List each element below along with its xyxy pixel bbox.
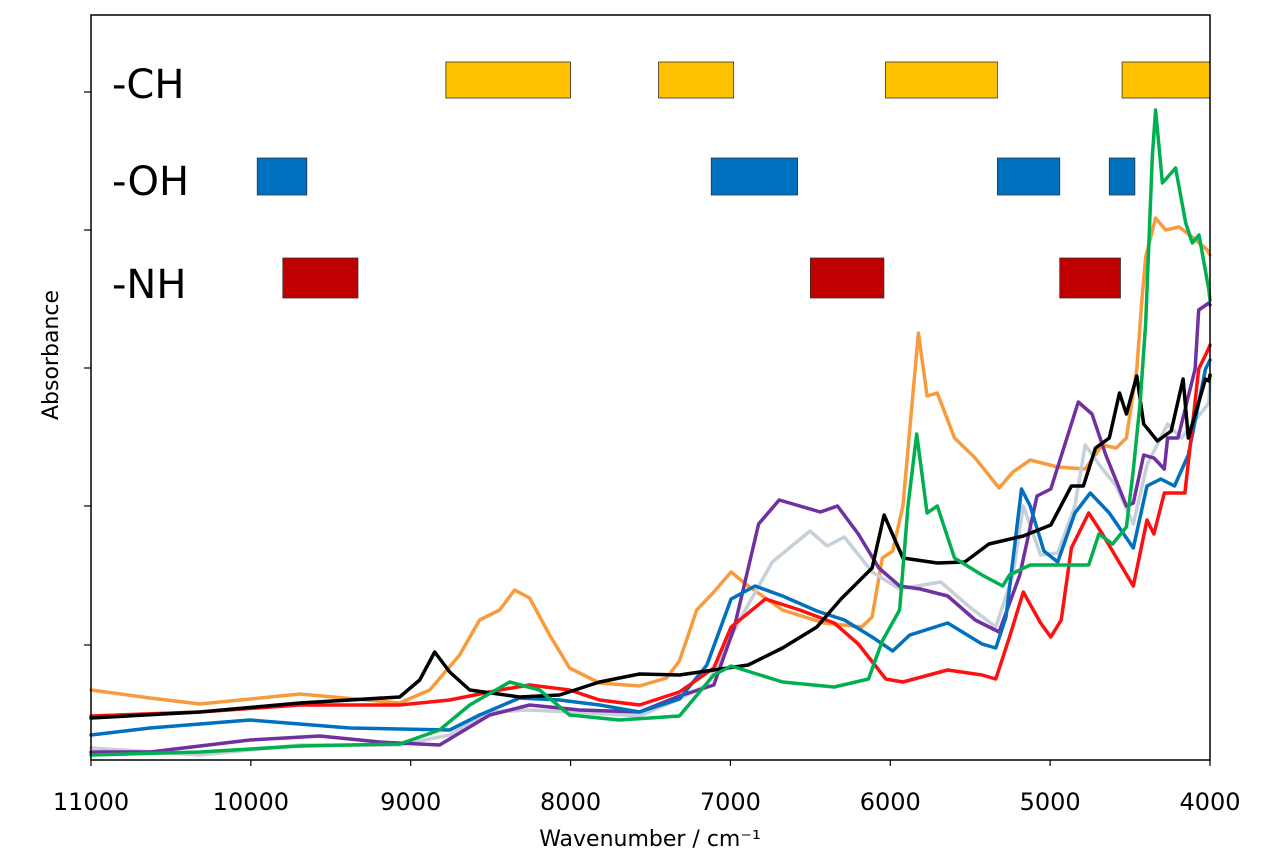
x-tick-label: 5000	[1020, 788, 1081, 816]
x-axis-ticks: 11000 10000 9000 8000 7000 6000 5000 4000	[53, 760, 1241, 816]
x-tick-label: 10000	[213, 788, 289, 816]
spectrum-line-1	[89, 216, 1212, 706]
band-label-oh: -OH	[112, 159, 189, 205]
spectra-lines	[89, 108, 1212, 757]
x-tick-label: 9000	[380, 788, 441, 816]
band-nh	[1059, 257, 1121, 299]
functional-group-bands: -CH -OH -NH	[112, 61, 1211, 308]
band-nh	[809, 257, 885, 299]
band-oh	[1108, 157, 1136, 196]
band-label-nh: -NH	[112, 262, 186, 308]
band-ch	[658, 61, 735, 99]
x-tick-label: 4000	[1179, 788, 1240, 816]
x-tick-label: 8000	[540, 788, 601, 816]
x-axis-label: Wavenumber / cm⁻¹	[539, 827, 761, 852]
band-label-ch: -CH	[112, 62, 184, 108]
y-axis-label: Absorbance	[39, 290, 64, 420]
spectrum-line-4	[89, 358, 1212, 737]
plot-frame	[90, 14, 1211, 761]
x-tick-label: 6000	[860, 788, 921, 816]
band-oh	[256, 157, 308, 196]
band-ch	[445, 61, 571, 99]
band-ch	[1121, 61, 1211, 99]
band-oh	[996, 157, 1061, 196]
band-oh	[710, 157, 798, 196]
spectrum-line-5	[89, 343, 1212, 718]
band-nh	[282, 257, 359, 299]
x-tick-label: 7000	[700, 788, 761, 816]
y-axis-ticks	[84, 91, 91, 646]
band-ch	[885, 61, 998, 99]
spectrum-line-3	[89, 301, 1212, 754]
x-tick-label: 11000	[53, 788, 129, 816]
spectrum-line-7	[89, 108, 1212, 757]
